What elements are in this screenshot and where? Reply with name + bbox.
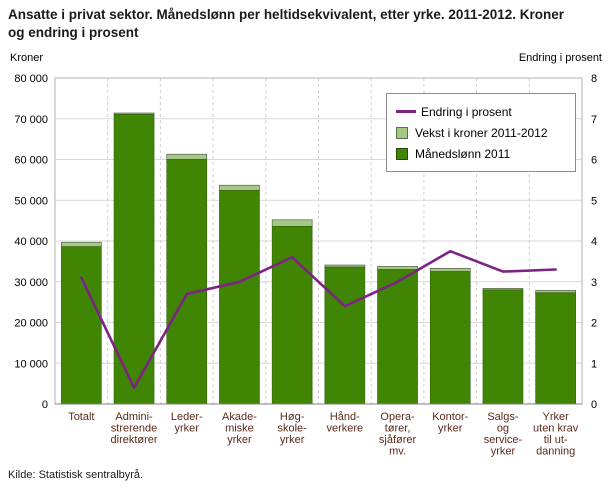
box-swatch-icon	[396, 147, 408, 160]
bar-manedslonn-2011	[271, 226, 313, 405]
chart-svg: 0 10 000 20 000 30 000 40 000 50 000 60 000 70 …	[14, 73, 597, 458]
y-left-tick-label: 20 000	[14, 318, 48, 330]
y-left-tick-label: 80 000	[14, 73, 48, 85]
x-category-label: Akade-miske yrker	[222, 411, 257, 446]
y-left-tick-label: 70 000	[14, 114, 48, 126]
bar-manedslonn-2011	[324, 266, 366, 405]
y-right-tick-label: 7	[591, 114, 597, 126]
bar-manedslonn-2011	[166, 159, 208, 405]
bar-manedslonn-2011	[377, 269, 418, 405]
line-swatch-icon	[396, 110, 416, 113]
legend-label: Endring i prosent	[421, 104, 512, 119]
x-category-label: Høg-skole-yrker	[277, 411, 307, 446]
bar-manedslonn-2011	[219, 190, 260, 405]
bar-manedslonn-2011	[113, 114, 155, 405]
y-left-tick-label: 50 000	[14, 195, 48, 207]
bar-vekst-i-kroner	[324, 264, 366, 268]
bar-manedslonn-2011	[482, 289, 524, 405]
endring-i-prosent-line	[80, 249, 558, 390]
legend-item-manedslonn: Månedslønn 2011	[396, 143, 566, 164]
y-right-tick-label: 3	[591, 277, 597, 289]
y-right-tick-label: 2	[591, 318, 597, 330]
bar-vekst-i-kroner	[61, 241, 102, 247]
x-category-label: Kontor-yrker	[432, 411, 468, 435]
bar-vekst-i-kroner	[429, 267, 471, 272]
y-right-tick-label: 5	[591, 195, 597, 207]
chart-title: Ansatte i privat sektor. Månedslønn per …	[8, 7, 564, 40]
y-left-tick-label: 0	[42, 399, 48, 411]
bar-vekst-i-kroner	[166, 153, 208, 160]
bar-vekst-i-kroner	[535, 289, 576, 293]
y-right-tick-label: 6	[591, 155, 597, 167]
y-right-tick-label: 4	[591, 236, 597, 248]
bar-vekst-i-kroner	[377, 265, 418, 270]
source-note: Kilde: Statistisk sentralbyrå.	[8, 469, 144, 481]
y-left-tick-label: 10 000	[14, 358, 48, 370]
y-right-tick-label: 1	[591, 358, 597, 370]
x-category-label: Yrker uten krav til ut-danning	[533, 411, 579, 458]
y-left-tick-label: 40 000	[14, 236, 48, 248]
legend-label: Vekst i kroner 2011-2012	[415, 125, 548, 140]
right-axis-unit-label: Endring i prosent	[518, 52, 602, 64]
bar-vekst-i-kroner	[219, 184, 260, 191]
x-category-label: Admini-strerende direktører	[111, 411, 158, 446]
y-right-tick-label: 0	[591, 399, 597, 411]
legend-item-endring-i-prosent: Endring i prosent	[396, 101, 566, 122]
x-category-label: Hånd-verkere	[327, 411, 364, 435]
bar-manedslonn-2011	[535, 292, 576, 405]
y-left-tick-label: 60 000	[14, 155, 48, 167]
left-axis-unit-label: Kroner	[10, 52, 44, 64]
bar-manedslonn-2011	[61, 246, 102, 405]
x-category-label: Salgs-og service-yrker	[484, 411, 523, 458]
y-right-tick-label: 8	[591, 73, 597, 85]
bar-manedslonn-2011	[429, 271, 471, 405]
x-category-label: Leder-yrker	[171, 411, 203, 435]
y-left-tick-label: 30 000	[14, 277, 48, 289]
x-category-label: Opera-tører, sjåfører mv.	[379, 411, 417, 458]
x-category-label: Totalt	[68, 411, 94, 423]
bar-vekst-i-kroner	[271, 219, 313, 227]
box-swatch-icon	[396, 126, 408, 139]
chart-legend: Endring i prosent Vekst i kroner 2011-20…	[386, 93, 576, 172]
legend-label: Månedslønn 2011	[415, 146, 511, 161]
legend-item-vekst-i-kroner: Vekst i kroner 2011-2012	[396, 122, 566, 143]
